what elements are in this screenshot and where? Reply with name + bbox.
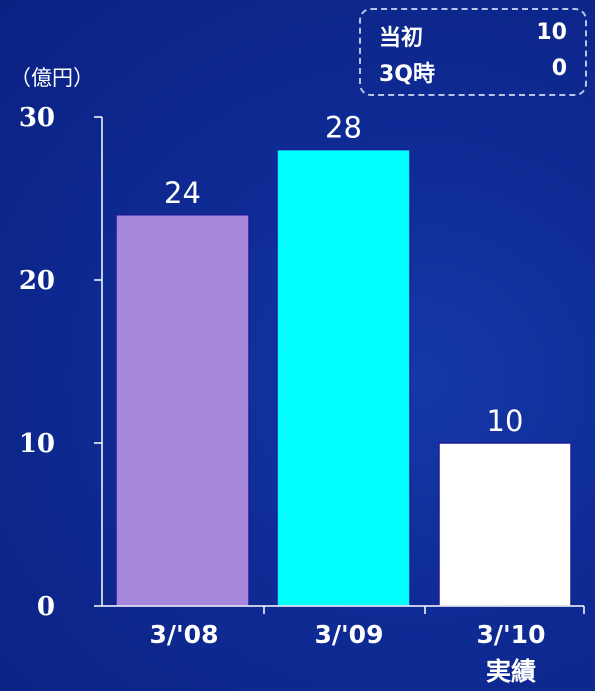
y-tick-label-20: 20 xyxy=(19,266,55,296)
note-value-3q: 0 xyxy=(551,56,567,81)
y-tick-label-30: 30 xyxy=(19,103,55,133)
y-tick-label-0: 0 xyxy=(37,592,55,622)
note-box: 当初 10 3Q時 0 xyxy=(359,8,587,96)
note-row-3q: 3Q時 0 xyxy=(361,56,585,88)
x-category-label-1: 3/'08 xyxy=(150,620,219,649)
data-label-2: 28 xyxy=(325,111,362,145)
note-label-3q: 3Q時 xyxy=(379,62,436,87)
x-category-label-2: 3/'09 xyxy=(315,620,384,649)
y-tick-label-10: 10 xyxy=(19,429,55,459)
bar-2 xyxy=(276,148,411,607)
x-category-sublabel-3: 実績 xyxy=(486,657,536,686)
y-unit-label: （億円） xyxy=(10,66,94,90)
data-label-3: 10 xyxy=(487,404,524,438)
note-label-initial: 当初 xyxy=(379,26,424,51)
bar-3 xyxy=(438,442,572,607)
data-label-1: 24 xyxy=(164,176,201,210)
note-value-initial: 10 xyxy=(536,20,567,45)
note-row-initial: 当初 10 xyxy=(361,20,585,52)
bar-1 xyxy=(115,214,250,607)
x-category-label-3: 3/'10 xyxy=(477,620,546,649)
